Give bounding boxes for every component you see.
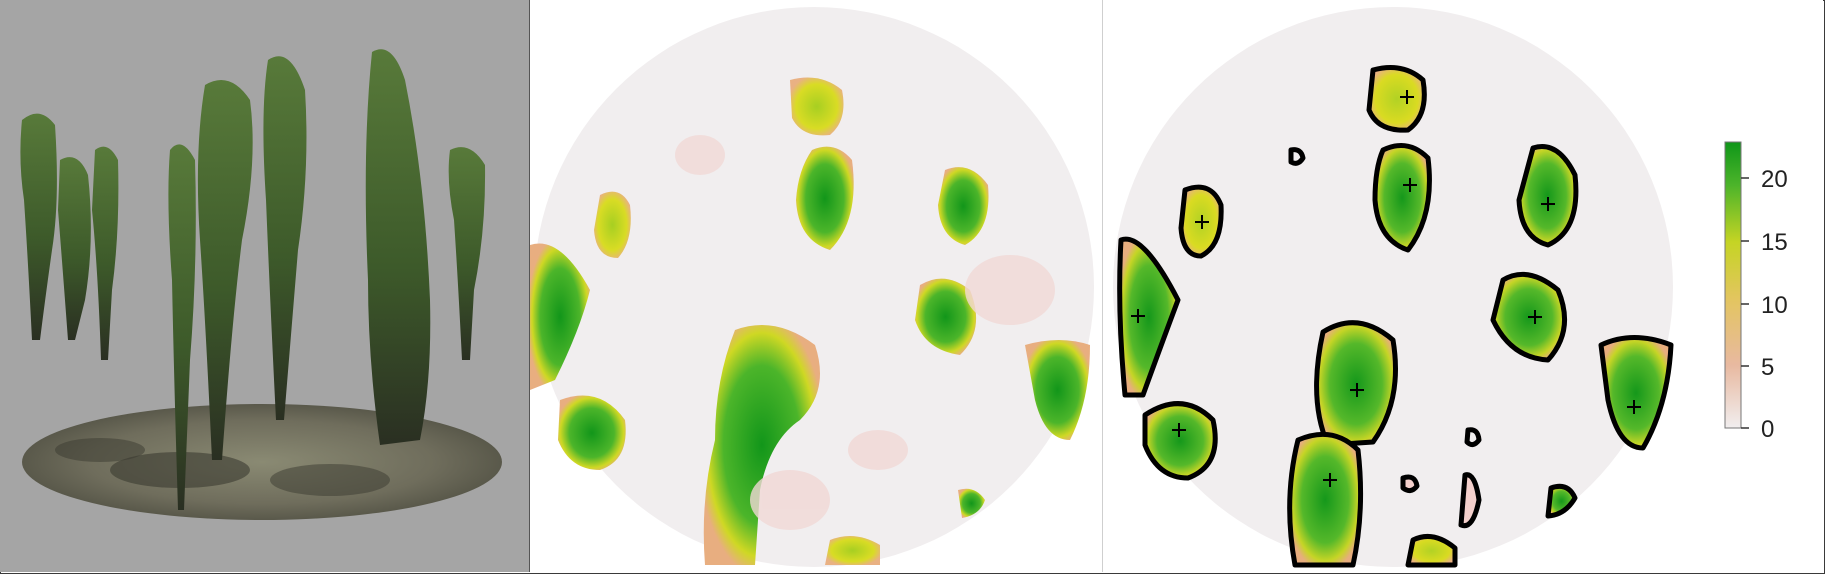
legend-colorbar: [1724, 141, 1742, 429]
legend-tick-20: 20: [1761, 166, 1788, 193]
low-pink-patches: [675, 135, 1055, 530]
legend-tick-5: 5: [1761, 354, 1774, 381]
legend-tick-10: 10: [1761, 292, 1788, 319]
tree-5: [197, 80, 253, 460]
tree-4: [168, 144, 196, 510]
ground-ellipse: [22, 404, 502, 520]
plot-disc: [534, 7, 1094, 567]
treetop-markers: [1131, 90, 1641, 487]
tree-1: [20, 113, 57, 340]
segmented-crowns-panel: 0 5 10 15 20: [1103, 0, 1823, 572]
canopy-patches: [530, 77, 1090, 565]
legend-tick-0: 0: [1761, 416, 1774, 443]
canopy-height-raster-panel: [530, 0, 1103, 572]
tree-3: [92, 146, 119, 360]
legend-tick-15: 15: [1761, 229, 1788, 256]
point-cloud-panel: [0, 0, 530, 572]
tree-8: [448, 147, 486, 360]
point-cloud-illustration: [20, 49, 502, 520]
tree-7: [365, 49, 431, 445]
segmented-crowns-map: 0 5 10 15 20: [1113, 7, 1788, 568]
canopy-height-raster: [530, 7, 1094, 567]
tree-2: [58, 157, 91, 340]
tree-6: [263, 56, 307, 420]
height-legend: 0 5 10 15 20: [1724, 141, 1788, 443]
